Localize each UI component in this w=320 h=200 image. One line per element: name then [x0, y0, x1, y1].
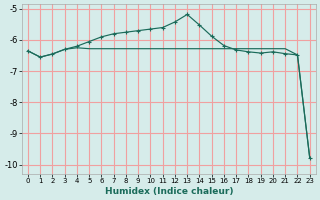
X-axis label: Humidex (Indice chaleur): Humidex (Indice chaleur): [105, 187, 233, 196]
